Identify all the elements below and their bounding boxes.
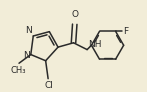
Text: N: N: [23, 51, 30, 60]
Text: Cl: Cl: [44, 81, 53, 90]
Text: NH: NH: [88, 40, 101, 49]
Text: N: N: [26, 26, 32, 35]
Text: O: O: [71, 10, 78, 19]
Text: F: F: [123, 27, 128, 36]
Text: CH₃: CH₃: [11, 66, 26, 75]
